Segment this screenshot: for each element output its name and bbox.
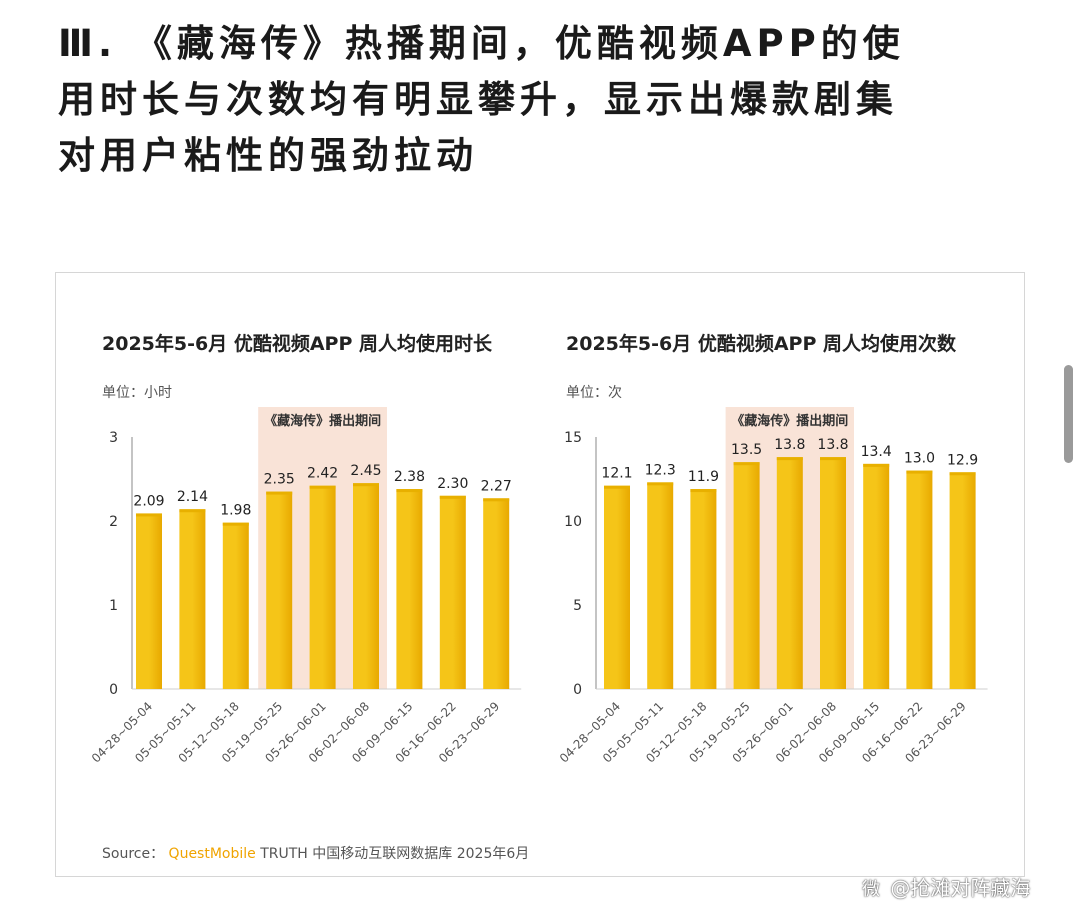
bar: [439, 495, 466, 689]
headline-line-3: 对用户粘性的强劲拉动: [58, 134, 478, 177]
bar-cap: [396, 489, 423, 493]
y-tick-label: 1: [109, 598, 118, 614]
scrollbar-thumb[interactable]: [1064, 365, 1073, 463]
weibo-watermark: 微 @抢滩对阵藏海: [862, 872, 1030, 901]
value-label: 12.9: [947, 452, 978, 468]
value-label: 13.8: [817, 437, 848, 453]
y-tick-label: 10: [564, 514, 582, 530]
bar-cap: [179, 509, 206, 513]
weibo-logo-icon: 微: [862, 879, 880, 900]
value-label: 13.4: [861, 444, 892, 460]
page-headline: Ⅲ. 《藏海传》热播期间，优酷视频APP的使 用时长与次数均有明显攀升，显示出爆…: [58, 16, 1038, 184]
headline-line-2: 用时长与次数均有明显攀升，显示出爆款剧集: [58, 78, 898, 121]
bar-cap: [136, 513, 162, 517]
bar-cap: [776, 457, 803, 461]
y-tick-label: 5: [573, 598, 582, 614]
value-label: 13.5: [731, 442, 762, 458]
bar-cap: [309, 485, 336, 489]
value-label: 2.45: [350, 463, 381, 479]
bar: [353, 483, 379, 689]
watermark-text: @抢滩对阵藏海: [890, 876, 1031, 900]
bar-cap: [266, 491, 293, 495]
chart-title-1: 2025年5-6月 优酷视频APP 周人均使用时长: [102, 332, 493, 355]
y-tick-label: 2: [109, 514, 118, 530]
value-label: 2.09: [133, 493, 164, 509]
bar-cap: [604, 485, 630, 489]
bar-cap: [690, 489, 717, 493]
unit-label-2: 单位：次: [566, 385, 622, 401]
source-prefix: Source：: [102, 846, 165, 862]
headline-line-1: Ⅲ. 《藏海传》热播期间，优酷视频APP的使: [58, 22, 905, 65]
bar-cap: [353, 483, 379, 487]
y-tick-label: 0: [109, 682, 118, 698]
bar: [906, 470, 933, 689]
value-label: 1.98: [220, 503, 251, 519]
value-label: 2.14: [177, 489, 208, 505]
value-label: 2.38: [394, 469, 425, 485]
source-detail: TRUTH 中国移动互联网数据库 2025年6月: [260, 846, 530, 862]
broadcast-period-label-1: 《藏海传》播出期间: [264, 413, 381, 429]
source-brand: QuestMobile: [168, 846, 256, 862]
bar-cap: [906, 470, 933, 474]
value-label: 2.35: [264, 472, 295, 488]
bar: [309, 485, 336, 689]
unit-label-1: 单位：小时: [102, 385, 172, 401]
bar: [179, 509, 206, 689]
bar: [222, 522, 249, 689]
y-tick-label: 0: [573, 682, 582, 698]
bar: [949, 472, 976, 689]
y-tick-label: 15: [564, 430, 582, 446]
bar: [604, 485, 630, 689]
value-label: 13.8: [774, 437, 805, 453]
bar: [733, 462, 760, 689]
bar: [690, 489, 717, 689]
bar: [266, 491, 293, 689]
bar: [483, 498, 510, 689]
value-label: 2.27: [481, 478, 512, 494]
value-label: 2.30: [437, 476, 468, 492]
bar: [647, 482, 674, 689]
broadcast-period-label-2: 《藏海传》播出期间: [731, 413, 848, 429]
y-tick-label: 3: [109, 430, 118, 446]
bar: [776, 457, 803, 689]
value-label: 11.9: [688, 469, 719, 485]
bar-cap: [863, 463, 890, 467]
chart-title-2: 2025年5-6月 优酷视频APP 周人均使用次数: [566, 332, 957, 355]
bar: [863, 463, 890, 689]
bar-cap: [647, 482, 674, 486]
bar-cap: [949, 472, 976, 476]
bar-cap: [733, 462, 760, 466]
source-note: Source： QuestMobile TRUTH 中国移动互联网数据库 202…: [102, 843, 529, 863]
bar: [820, 457, 846, 689]
bar-cap: [439, 495, 466, 499]
bar-cap: [483, 498, 510, 502]
bar: [136, 513, 162, 689]
bar: [396, 489, 423, 689]
value-label: 2.42: [307, 466, 338, 482]
bar-cap: [222, 522, 249, 526]
value-label: 12.3: [645, 462, 676, 478]
chart-card: 2025年5-6月 优酷视频APP 周人均使用时长单位：小时《藏海传》播出期间 0…: [55, 272, 1025, 877]
bar-cap: [820, 457, 846, 461]
value-label: 13.0: [904, 451, 935, 467]
value-label: 12.1: [601, 466, 632, 482]
